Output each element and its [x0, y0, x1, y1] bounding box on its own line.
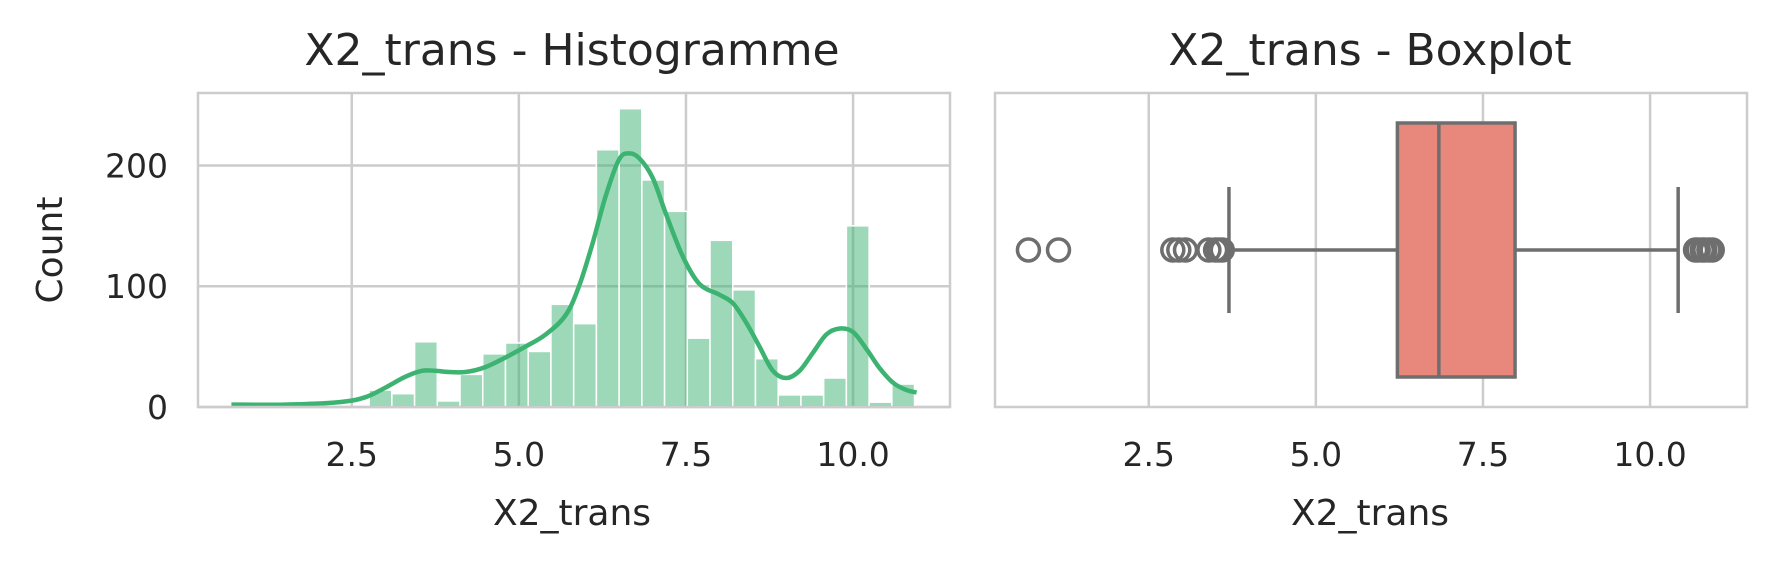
histogram-bar	[413, 341, 439, 408]
histogram-bar	[686, 337, 711, 408]
boxplot-outlier	[1196, 237, 1222, 263]
boxplot-outlier	[1045, 237, 1072, 263]
histogram-frame	[196, 91, 952, 409]
histogram-x-tick-label: 7.5	[660, 435, 712, 474]
histogram-bar	[391, 392, 416, 408]
histogram-bar	[777, 394, 802, 408]
histogram-panel: X2_trans - Histogramme 2.5 5.0 7.5 10.0 0 10…	[30, 25, 952, 534]
boxplot-body	[1015, 121, 1725, 379]
histogram-bar	[527, 350, 552, 408]
histogram-y-tick-label: 100	[105, 267, 168, 306]
boxplot-title: X2_trans - Boxplot	[1168, 25, 1571, 76]
boxplot-outlier	[1166, 237, 1192, 263]
histogram-y-ticks: 0 100 200	[105, 146, 168, 427]
histogram-bar	[845, 225, 870, 408]
histogram-x-label: X2_trans	[493, 493, 651, 534]
histogram-bar	[754, 357, 779, 408]
histogram-bars	[368, 107, 916, 408]
boxplot-outlier	[1699, 237, 1725, 263]
histogram-title: X2_trans - Histogramme	[304, 25, 839, 76]
boxplot-x-label: X2_trans	[1291, 493, 1449, 534]
boxplot-outlier	[1209, 237, 1236, 263]
boxplot-frame	[993, 91, 1749, 409]
histogram-bar	[800, 394, 825, 408]
boxplot-box	[1395, 121, 1517, 379]
histogram-x-tick-label: 10.0	[816, 435, 889, 474]
boxplot-x-tick-label: 5.0	[1290, 435, 1342, 474]
histogram-x-tick-label: 5.0	[493, 435, 545, 474]
histogram-x-tick-label: 2.5	[326, 435, 378, 474]
boxplot-x-ticks: 2.5 5.0 7.5 10.0	[1123, 435, 1687, 474]
boxplot-x-tick-label: 2.5	[1123, 435, 1175, 474]
histogram-bar	[572, 322, 598, 408]
histogram-kde	[231, 151, 918, 408]
boxplot-outlier	[1015, 237, 1042, 263]
histogram-bar	[641, 179, 666, 408]
histogram-bar	[709, 239, 734, 408]
histogram-y-tick-label: 200	[105, 146, 168, 185]
boxplot-x-tick-label: 10.0	[1613, 435, 1686, 474]
histogram-y-tick-label: 0	[147, 388, 168, 427]
boxplot-x-tick-label: 7.5	[1457, 435, 1509, 474]
boxplot-panel: X2_trans - Boxplot 2.5 5.0 7.5 10.0 X2_tran…	[993, 25, 1749, 534]
histogram-kde-line	[231, 151, 918, 408]
histogram-bar	[822, 377, 848, 408]
histogram-bar	[459, 373, 484, 408]
histogram-x-ticks: 2.5 5.0 7.5 10.0	[326, 435, 890, 474]
histogram-y-label: Count	[30, 197, 71, 304]
